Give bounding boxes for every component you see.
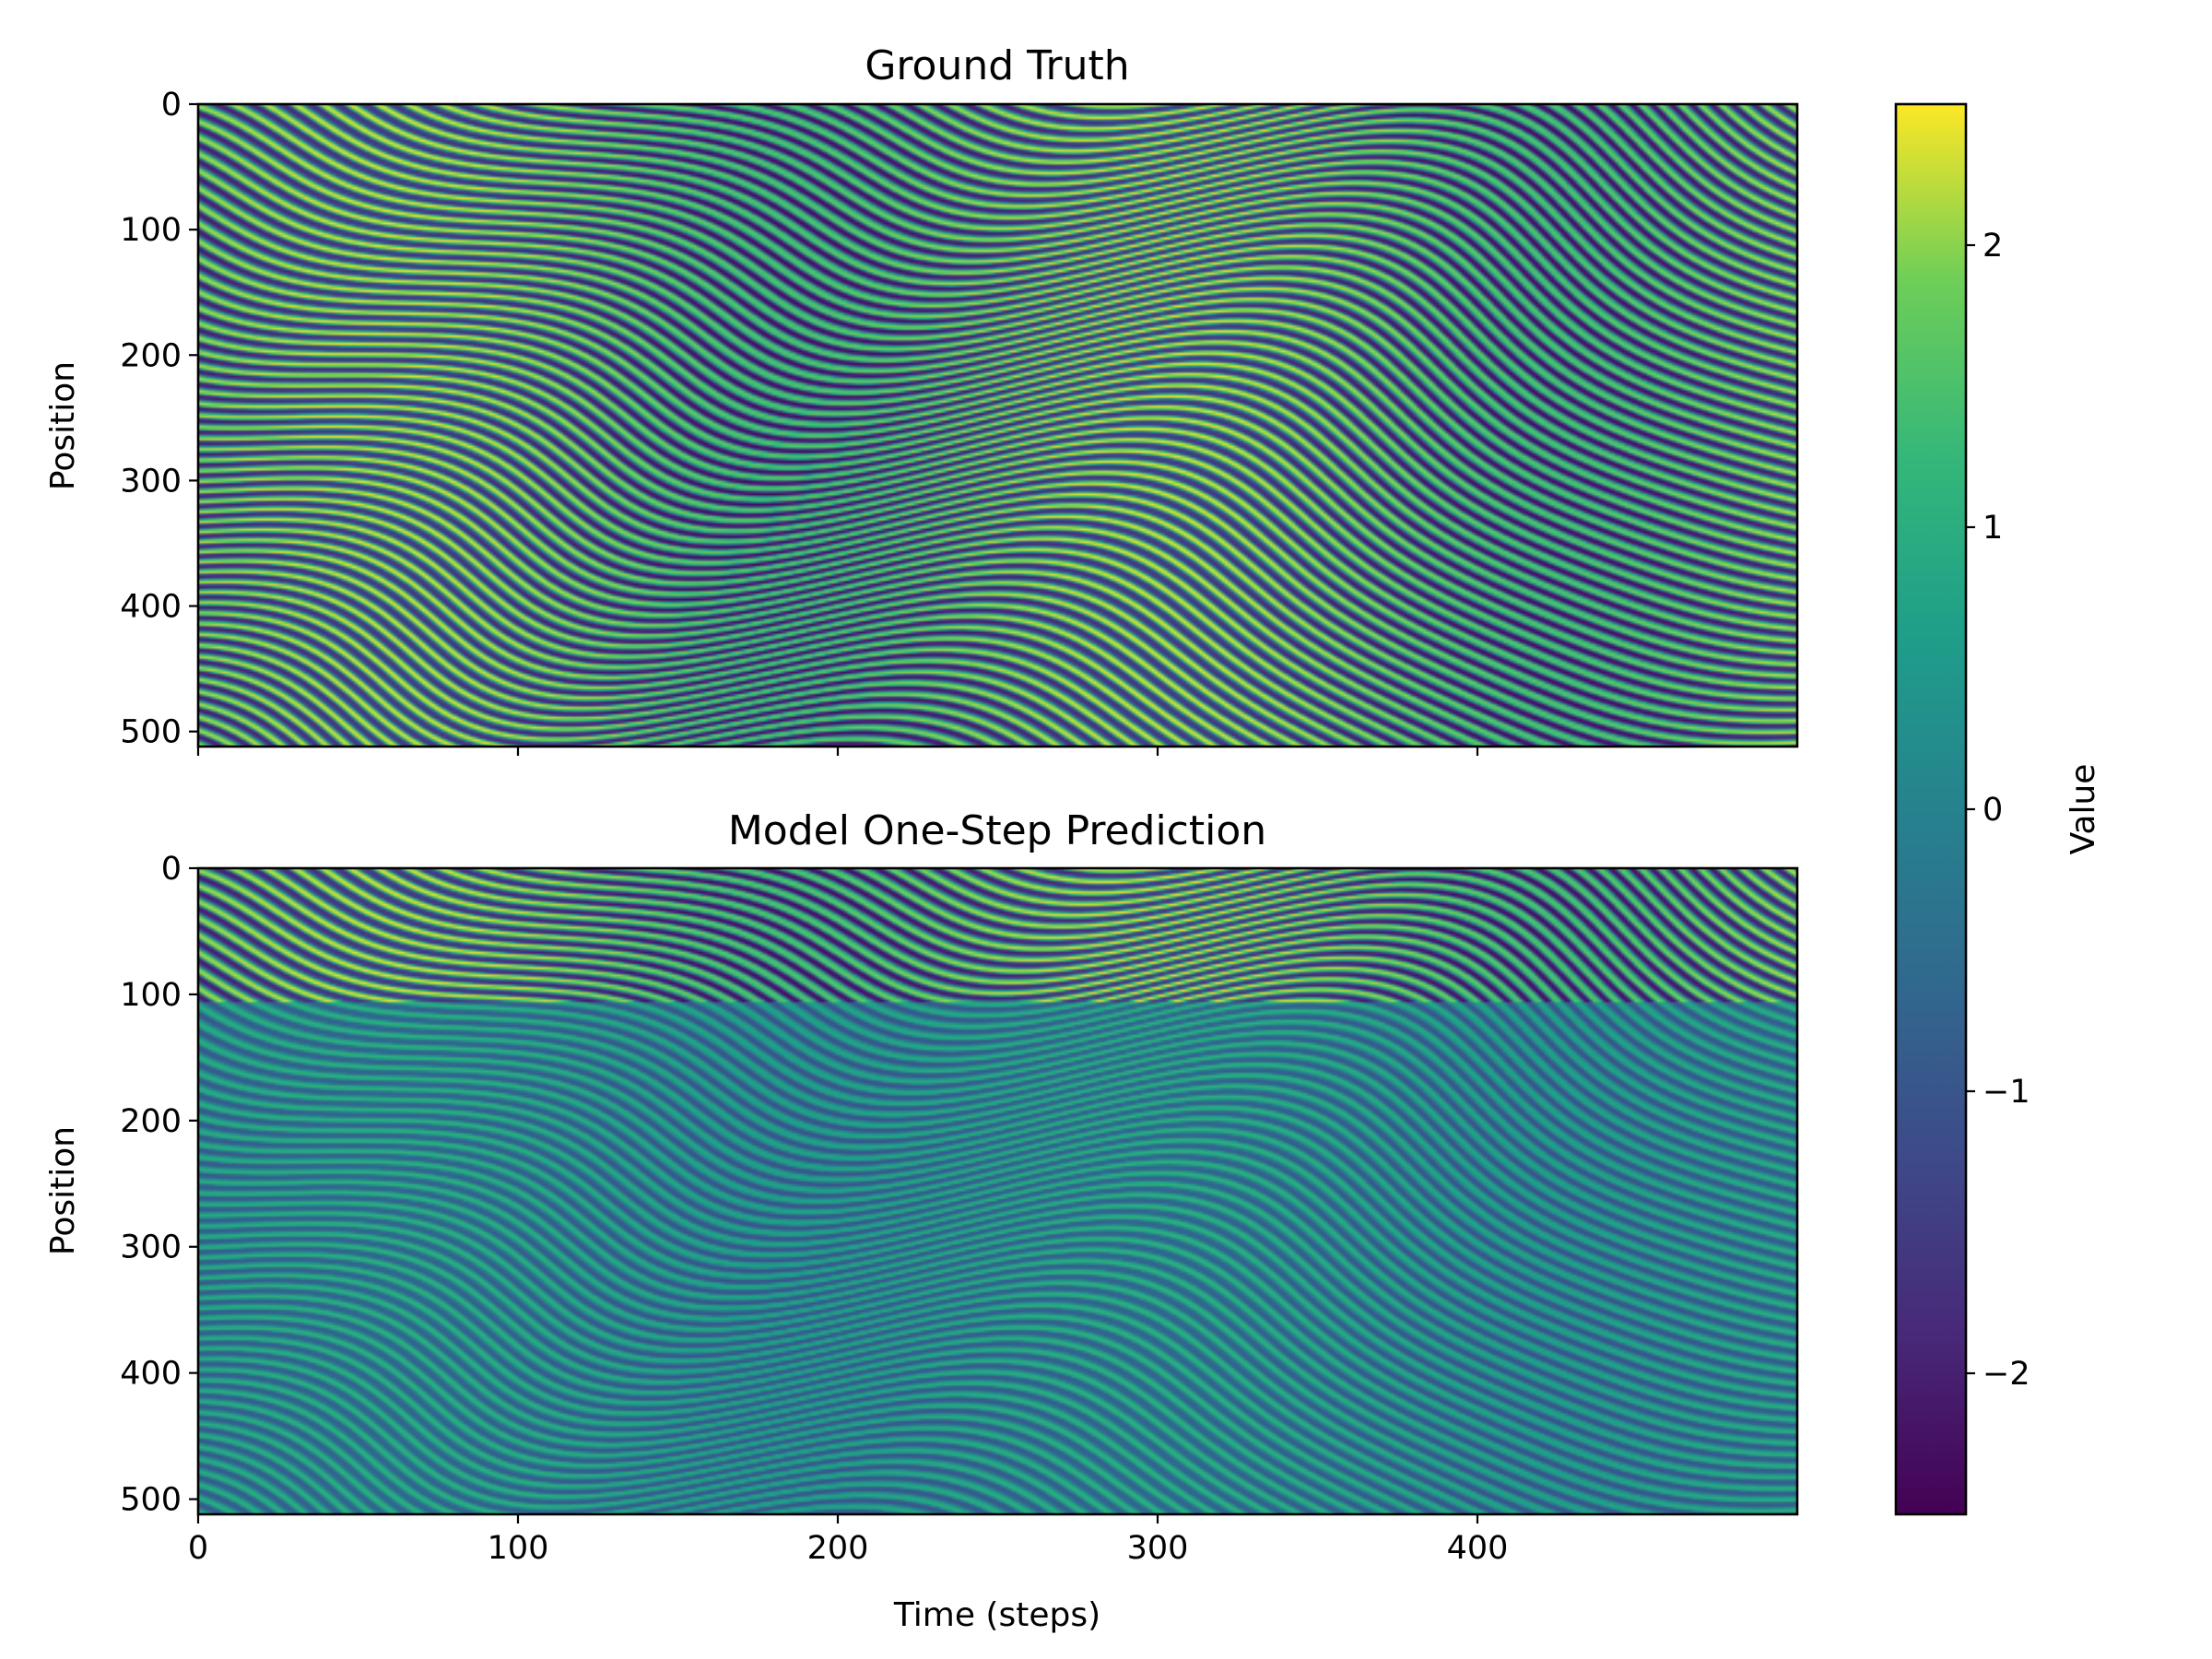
axis-ticks: 0 100 200 300 400 500 (120, 87, 1479, 756)
panel-title: Model One-Step Prediction (728, 807, 1266, 854)
x-tick-label: 0 (188, 1530, 208, 1567)
colorbar-tick-label: 2 (1983, 228, 2003, 265)
colorbar-tick-label: 1 (1983, 510, 2003, 547)
colorbar-label: Value (2065, 764, 2102, 855)
y-tick-label: 400 (120, 1356, 182, 1393)
colorbar-tick-label: −2 (1983, 1356, 2030, 1393)
axes-frame (196, 866, 1799, 1516)
y-axis-label: Position (44, 361, 82, 490)
colorbar: −2 −1 0 1 2 Value (1894, 102, 2102, 1516)
x-tick-label: 100 (488, 1530, 549, 1567)
y-tick-label: 0 (161, 87, 182, 124)
y-tick-label: 200 (120, 337, 182, 374)
colorbar-ticks: −2 −1 0 1 2 (1966, 228, 2030, 1393)
y-tick-label: 400 (120, 589, 182, 626)
x-tick-label: 200 (807, 1530, 869, 1567)
heatmap-image-ground-truth (198, 104, 1797, 747)
y-axis-label: Position (44, 1126, 82, 1255)
x-tick-label: 300 (1127, 1530, 1189, 1567)
y-tick-label: 300 (120, 463, 182, 500)
model-prediction-panel: Model One-Step Prediction 0 100 200 300 4000… (44, 807, 1799, 1634)
ground-truth-panel: Ground Truth 0 100 200 300 400 500 Position (44, 42, 1799, 756)
colorbar-tick-label: −1 (1983, 1074, 2030, 1111)
axis-ticks: 0 100 200 300 400 0 100 200 300 400 500 (120, 851, 1508, 1567)
y-tick-label: 200 (120, 1103, 182, 1140)
y-tick-label: 500 (120, 714, 182, 751)
axes-frame (196, 102, 1799, 748)
x-tick-label: 400 (1447, 1530, 1509, 1567)
x-axis-label: Time (steps) (893, 1596, 1100, 1634)
colorbar-fill (1896, 104, 1966, 1514)
y-tick-label: 300 (120, 1230, 182, 1266)
heatmap-image-model-prediction (198, 868, 1797, 1514)
y-tick-label: 100 (120, 977, 182, 1014)
y-tick-label: 500 (120, 1482, 182, 1519)
colorbar-tick-label: 0 (1983, 792, 2003, 829)
panel-title: Ground Truth (865, 42, 1129, 89)
y-tick-label: 100 (120, 212, 182, 249)
y-tick-label: 0 (161, 851, 182, 888)
